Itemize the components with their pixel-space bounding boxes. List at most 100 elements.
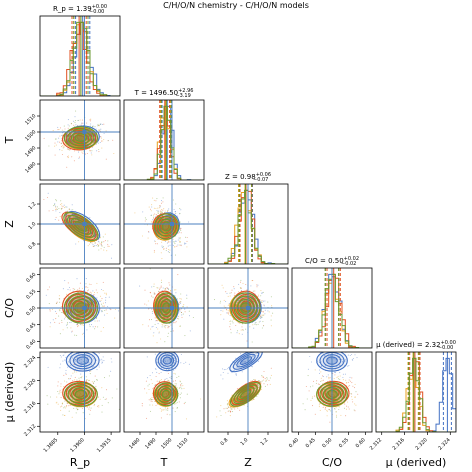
scatter-point (175, 368, 177, 370)
scatter-point (269, 341, 270, 342)
scatter-point (261, 317, 263, 319)
scatter-point (43, 137, 45, 139)
scatter-point (69, 400, 71, 403)
scatter-point (150, 397, 152, 400)
scatter-point (151, 400, 153, 402)
scatter-point (103, 246, 105, 248)
scatter-point (341, 396, 343, 398)
scatter-point (244, 304, 246, 306)
scatter-point (159, 206, 161, 208)
scatter-point (167, 409, 169, 411)
scatter-point (174, 289, 176, 291)
scatter-point (149, 268, 151, 270)
scatter-point (99, 295, 102, 297)
scatter-point (76, 278, 78, 280)
scatter-point (325, 406, 327, 409)
y-axis-Z: 0.81.01.2Z (3, 201, 40, 251)
scatter-point (227, 312, 229, 314)
scatter-point (234, 408, 236, 410)
scatter-point (165, 304, 167, 306)
scatter-point (98, 249, 100, 251)
scatter-point (90, 123, 92, 125)
scatter-point (326, 410, 328, 412)
scatter-point (268, 379, 270, 381)
scatter-point (323, 388, 325, 390)
scatter-point (149, 404, 151, 406)
scatter-point (238, 333, 240, 335)
scatter-point (169, 414, 171, 416)
x-tick-label: 0.60 (355, 437, 367, 449)
scatter-point (59, 127, 62, 129)
scatter-point (334, 392, 337, 394)
scatter-point (164, 227, 166, 229)
scatter-point (145, 417, 148, 419)
scatter-point (344, 359, 346, 361)
scatter-point (83, 332, 85, 334)
scatter-point (261, 380, 263, 382)
scatter-point (66, 323, 68, 325)
scatter-point (70, 327, 72, 329)
scatter-point (164, 378, 166, 380)
x-axis-label: C/O (322, 456, 342, 469)
scatter-point (60, 409, 62, 411)
scatter-point (103, 360, 105, 362)
scatter-point (184, 311, 186, 313)
scatter-point (186, 236, 188, 239)
scatter-point (149, 374, 151, 377)
scatter-point (243, 404, 245, 406)
scatter-point (231, 320, 233, 322)
scatter-point (77, 394, 79, 396)
scatter-point (175, 355, 177, 357)
scatter-point (91, 154, 93, 156)
scatter-point (246, 289, 248, 291)
scatter-point (91, 242, 93, 244)
y-axis-label: μ (derived) (3, 362, 16, 423)
scatter-point (219, 300, 222, 302)
scatter-point (152, 325, 154, 327)
scatter-point (103, 377, 106, 379)
scatter-point (99, 123, 101, 125)
scatter-point (78, 222, 80, 224)
scatter-point (141, 235, 144, 237)
scatter-point (333, 394, 335, 396)
scatter-point (242, 329, 244, 331)
scatter-point (179, 301, 181, 304)
scatter-point (86, 329, 88, 331)
truth-marker (82, 306, 87, 310)
scatter-point (251, 365, 253, 367)
scatter-point (166, 355, 168, 357)
panel-μ (derived)-vs-Z (207, 341, 289, 433)
scatter-point (61, 403, 63, 405)
scatter-point (324, 407, 326, 409)
scatter-point (179, 213, 181, 215)
scatter-point (180, 298, 182, 300)
scatter-point (185, 418, 188, 420)
scatter-point (264, 300, 266, 302)
scatter-point (154, 353, 156, 355)
scatter-point (55, 208, 57, 210)
scatter-point (238, 283, 240, 285)
scatter-point (97, 142, 99, 144)
scatter-point (99, 136, 101, 138)
scatter-point (81, 122, 83, 124)
scatter-point (101, 123, 103, 126)
scatter-point (227, 410, 229, 412)
scatter-point (178, 237, 180, 239)
scatter-point (237, 407, 239, 409)
scatter-point (62, 132, 64, 134)
scatter-point (80, 225, 82, 227)
scatter-point (179, 212, 181, 214)
scatter-point (157, 212, 159, 214)
scatter-point (349, 354, 351, 357)
scatter-point (74, 116, 76, 118)
scatter-point (178, 308, 180, 311)
scatter-point (355, 391, 357, 393)
scatter-point (245, 392, 247, 394)
scatter-point (173, 338, 174, 339)
scatter-point (78, 377, 80, 379)
scatter-point (78, 379, 81, 381)
scatter-point (77, 222, 79, 224)
scatter-point (60, 143, 62, 145)
scatter-point (251, 280, 253, 282)
scatter-point (322, 375, 325, 378)
